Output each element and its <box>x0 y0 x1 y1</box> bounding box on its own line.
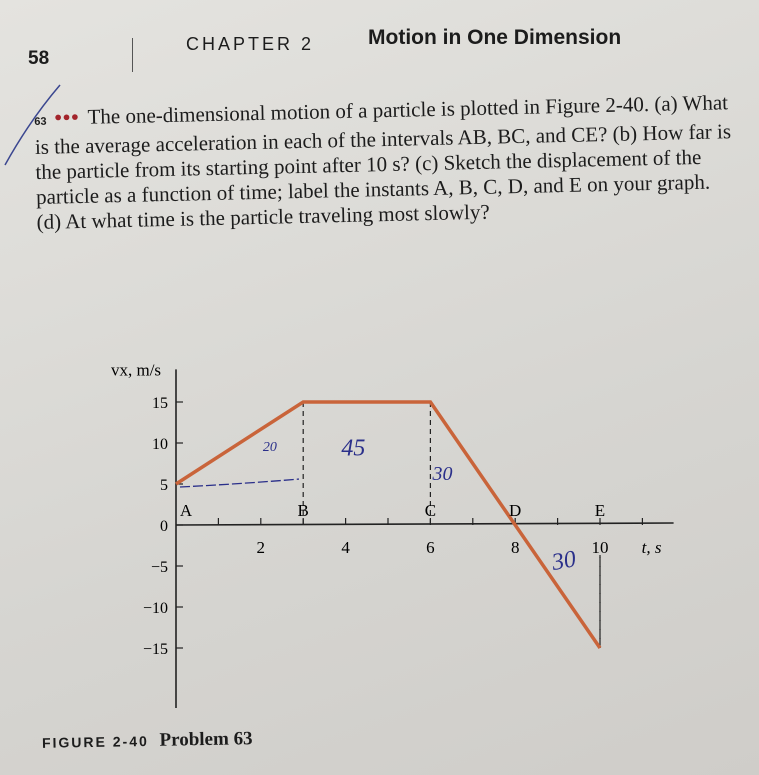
problem-number: 63 <box>34 115 47 128</box>
x-tick-label: 10 <box>592 538 609 557</box>
chapter-label: CHAPTER 2 <box>186 34 315 54</box>
y-tick-label: −5 <box>151 559 168 576</box>
page-number: 58 <box>28 48 50 69</box>
point-label-b: B <box>298 501 309 520</box>
figure-title: Problem 63 <box>159 728 253 751</box>
point-label-c: C <box>425 501 436 520</box>
velocity-line <box>175 400 602 649</box>
problem-63: 63 ••• The one-dimensional motion of a par… <box>34 90 737 235</box>
x-tick-label: 4 <box>341 538 350 557</box>
point-label-a: A <box>180 501 193 520</box>
figure-caption: FIGURE 2-40 Problem 63 <box>42 728 253 754</box>
header-divider <box>132 38 133 72</box>
handwritten-ab: 20 <box>263 440 277 455</box>
y-tick-label: 0 <box>160 518 168 535</box>
problem-text: The one-dimensional motion of a particle… <box>34 90 732 234</box>
x-axis-label: t, s <box>642 538 662 557</box>
x-axis <box>175 522 674 526</box>
y-tick-label: 10 <box>152 436 168 453</box>
y-tick-label: 15 <box>152 395 168 412</box>
pen-mark <box>4 84 61 166</box>
difficulty-dots: ••• <box>54 104 80 130</box>
handwritten-de: 30 <box>549 546 578 576</box>
handwritten-line <box>179 478 300 488</box>
x-tick-label: 6 <box>426 538 435 557</box>
y-tick-label: −10 <box>143 600 168 617</box>
point-label-d: D <box>509 501 521 520</box>
handwritten-c: 30 <box>432 463 453 485</box>
figure-number: FIGURE 2-40 <box>41 732 149 751</box>
y-axis-label: vx, m/s <box>111 360 161 379</box>
x-tick-label: 2 <box>257 538 266 557</box>
y-tick-label: 5 <box>160 477 168 494</box>
point-label-e: E <box>595 501 605 520</box>
y-tick-label: −15 <box>143 641 168 658</box>
chapter-title: Motion in One Dimension <box>368 26 622 49</box>
x-tick-label: 8 <box>511 538 520 557</box>
velocity-time-graph: 15 10 5 0 −5 −10 −15 2 4 6 8 10 t, s vx, m/s A B C D E 20 45… <box>111 360 674 708</box>
handwritten-bc: 45 <box>341 435 365 461</box>
